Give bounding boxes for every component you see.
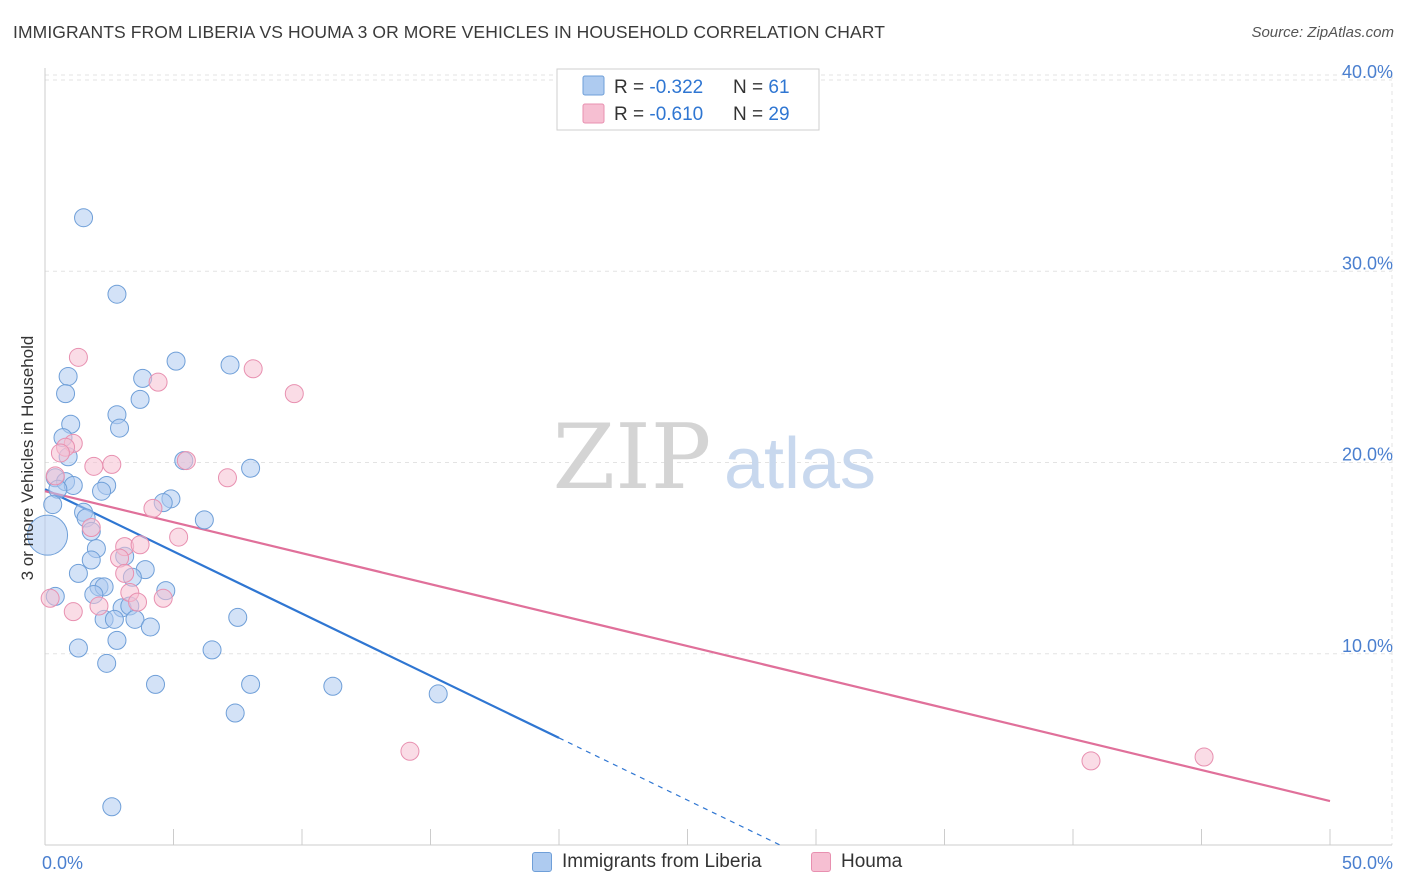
point-liberia — [102, 797, 122, 817]
legend-item-houma: Houma — [811, 851, 902, 873]
y-tick-label: 10.0% — [1342, 636, 1393, 656]
y-tick-label: 40.0% — [1342, 62, 1393, 82]
point-houma — [128, 592, 148, 612]
y-axis-label: 3 or more Vehicles in Household — [18, 336, 37, 581]
point-houma — [217, 468, 237, 488]
point-houma — [400, 741, 420, 761]
trend-line-houma — [44, 490, 1331, 803]
point-houma — [102, 454, 122, 474]
source-label: Source: ZipAtlas.com — [1251, 24, 1394, 41]
point-houma — [50, 443, 70, 463]
tick-labels: 10.0% 20.0% 30.0% 40.0% 0.0% 50.0% — [42, 62, 1393, 873]
x-tick-label-min: 0.0% — [42, 853, 83, 873]
legend: Immigrants from Liberia Houma — [0, 851, 1406, 879]
watermark: ZIP atlas — [553, 405, 876, 510]
stats-legend-swatch-pink — [582, 103, 605, 124]
point-liberia — [228, 607, 248, 627]
watermark-zip: ZIP — [553, 405, 712, 510]
point-liberia — [140, 617, 160, 637]
point-houma — [68, 347, 88, 367]
point-houma — [153, 588, 173, 608]
point-houma — [130, 535, 150, 555]
svg-text:R = -0.322: R = -0.322 — [614, 77, 703, 98]
r-label-1: R = — [614, 77, 649, 98]
point-liberia — [323, 676, 343, 696]
point-houma — [40, 588, 60, 608]
watermark-atlas: atlas — [724, 424, 876, 504]
point-liberia — [241, 458, 261, 478]
chart-title: IMMIGRANTS FROM LIBERIA VS HOUMA 3 OR MO… — [13, 22, 885, 42]
point-houma — [63, 602, 83, 622]
point-liberia — [97, 653, 117, 673]
point-houma — [1081, 751, 1101, 771]
point-liberia — [110, 418, 130, 438]
point-liberia — [225, 703, 245, 723]
point-liberia — [27, 514, 69, 556]
r-label-2: R = — [614, 104, 649, 125]
point-liberia — [104, 609, 124, 629]
stats-legend: R = -0.322 N = 61 R = -0.610 N = 29 — [556, 68, 820, 131]
point-liberia — [130, 389, 150, 409]
point-liberia — [194, 510, 214, 530]
legend-swatch-houma — [811, 852, 831, 872]
point-houma — [45, 466, 65, 486]
point-liberia — [107, 630, 127, 650]
point-liberia — [56, 384, 76, 404]
svg-text:N = 29: N = 29 — [733, 104, 790, 125]
trend-line-liberia — [44, 488, 560, 739]
point-liberia — [146, 674, 166, 694]
point-liberia — [241, 674, 261, 694]
x-tick-label-max: 50.0% — [1342, 853, 1393, 873]
point-liberia — [58, 366, 78, 386]
trend-lines — [44, 488, 1331, 846]
point-houma — [115, 563, 135, 583]
point-liberia — [428, 684, 448, 704]
point-liberia — [68, 563, 88, 583]
point-liberia — [220, 355, 240, 375]
point-houma — [169, 527, 189, 547]
n-label-1: N = — [733, 77, 768, 98]
point-houma — [89, 596, 109, 616]
y-axis-label-group: 3 or more Vehicles in Household — [18, 336, 37, 581]
point-houma — [84, 456, 104, 476]
point-liberia — [202, 640, 222, 660]
point-liberia — [43, 495, 63, 515]
y-tick-label: 30.0% — [1342, 253, 1393, 273]
point-houma — [143, 498, 163, 518]
r-value-2: -0.610 — [649, 104, 703, 125]
n-value-2: 29 — [768, 104, 789, 125]
n-value-1: 61 — [768, 77, 789, 98]
point-liberia — [92, 481, 112, 501]
n-label-2: N = — [733, 104, 768, 125]
svg-text:R = -0.610: R = -0.610 — [614, 104, 703, 125]
point-houma — [1194, 747, 1214, 767]
point-liberia — [68, 638, 88, 658]
r-value-1: -0.322 — [649, 77, 703, 98]
legend-label-liberia: Immigrants from Liberia — [562, 851, 762, 872]
stats-legend-swatch-blue — [582, 75, 605, 96]
point-liberia — [107, 284, 127, 304]
point-houma — [284, 384, 304, 404]
point-liberia — [74, 208, 94, 228]
point-houma — [176, 451, 196, 471]
legend-swatch-liberia — [532, 852, 552, 872]
point-houma — [81, 518, 101, 538]
trend-line-liberia-dashed — [558, 737, 781, 846]
point-houma — [148, 372, 168, 392]
svg-text:N = 61: N = 61 — [733, 77, 790, 98]
point-liberia — [81, 550, 101, 570]
data-points — [27, 208, 1214, 817]
axes — [44, 68, 1392, 846]
legend-item-liberia: Immigrants from Liberia — [532, 851, 762, 873]
legend-label-houma: Houma — [841, 851, 903, 872]
y-tick-label: 20.0% — [1342, 445, 1393, 465]
point-liberia — [166, 351, 186, 371]
point-houma — [243, 359, 263, 379]
